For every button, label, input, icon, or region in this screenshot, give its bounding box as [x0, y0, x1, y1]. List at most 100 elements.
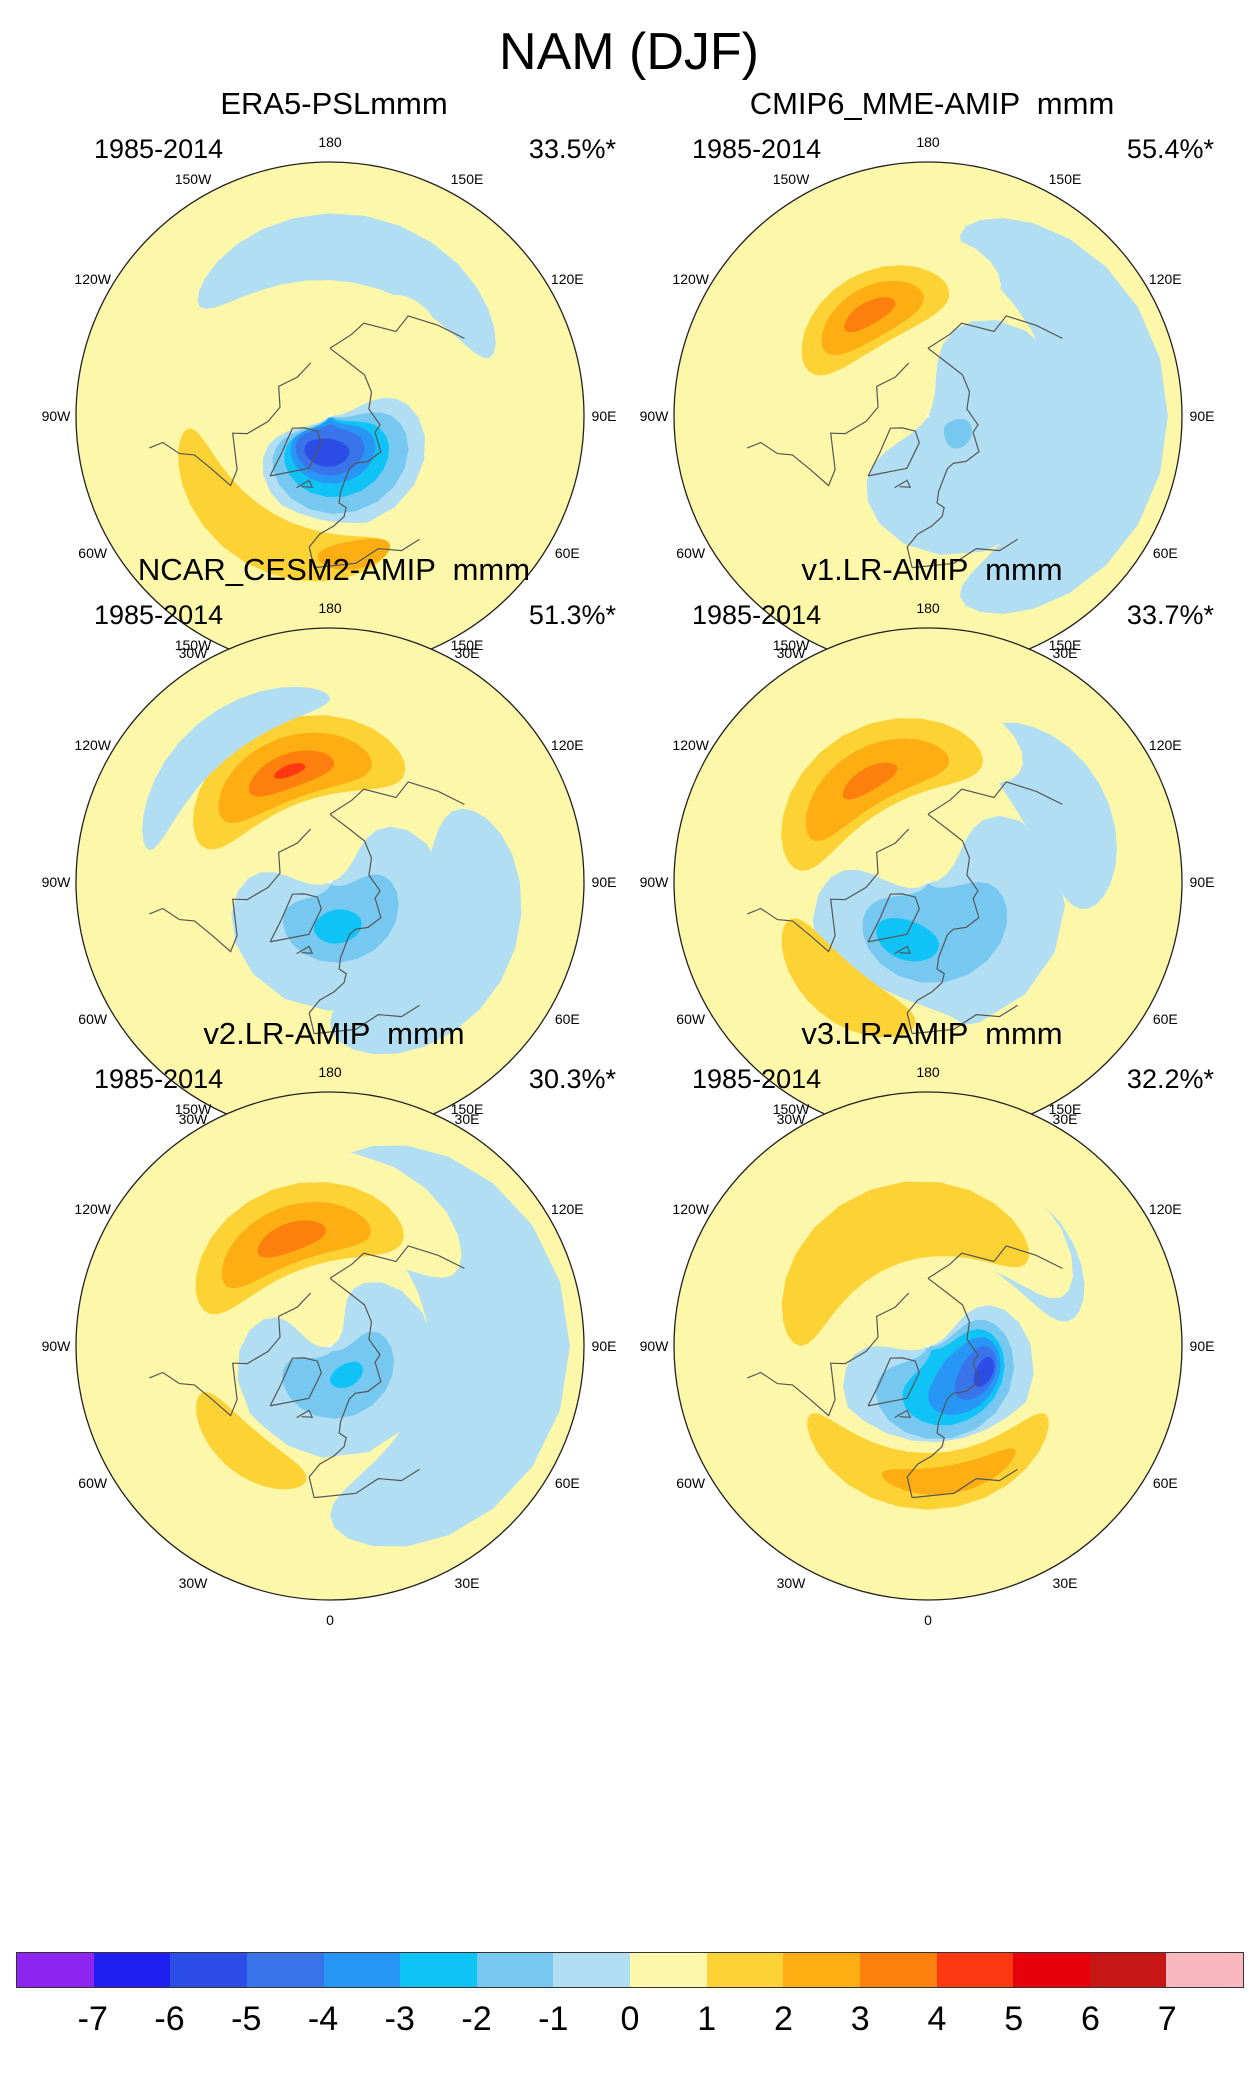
explained-variance: 33.5%* — [528, 134, 616, 164]
colorbar-cell — [246, 1953, 324, 1987]
colorbar-label: -4 — [307, 2000, 339, 2038]
explained-variance: 32.2%* — [1126, 1064, 1214, 1094]
coastline — [894, 479, 912, 489]
coastline — [269, 427, 322, 477]
coastline — [906, 1277, 980, 1498]
north-pole-marker — [926, 880, 930, 884]
coastline — [906, 347, 980, 568]
longitude-label: 90E — [1189, 408, 1215, 424]
contour-region — [866, 320, 1077, 555]
colorbar-cell — [630, 1953, 707, 1987]
coastline — [308, 347, 382, 568]
colorbar-cell — [936, 1953, 1014, 1987]
colorbar — [16, 1952, 1244, 1988]
panel-title: v3.LR-AMIP mmm — [801, 1016, 1063, 1051]
north-pole-marker — [926, 1344, 930, 1348]
contour-region — [317, 538, 391, 570]
longitude-label: 30E — [1052, 1575, 1078, 1592]
longitude-label: 150W — [174, 636, 212, 653]
coastline — [927, 781, 1063, 815]
contour-region — [781, 918, 916, 1038]
colorbar-label: 4 — [927, 2000, 947, 2038]
contour-region — [196, 1392, 307, 1490]
longitude-label: 120W — [74, 1201, 111, 1217]
polar-map — [673, 627, 1183, 1137]
longitude-label: 30E — [1052, 645, 1078, 662]
coastline — [149, 1292, 312, 1417]
map-panel: CMIP6_MME-AMIP mmm 1985-2014 55.4%* 180 150E… — [632, 86, 1232, 698]
longitude-label: 150W — [174, 170, 212, 187]
colorbar-cell — [1089, 1953, 1167, 1987]
panel-title: v2.LR-AMIP mmm — [203, 1016, 465, 1051]
colorbar-labels: -7 -6 -5 -4 -3 -2 -1 0 1 2 3 4 5 6 7 — [0, 2000, 1258, 2050]
longitude-label: 90W — [41, 408, 71, 424]
colorbar-cell — [93, 1953, 171, 1987]
longitude-label: 30E — [454, 1575, 480, 1592]
contour-region — [781, 1181, 1029, 1346]
colorbar-cell — [400, 1953, 477, 1987]
panel-period: 1985-2014 — [692, 1064, 822, 1094]
longitude-label: 30W — [776, 1575, 806, 1592]
colorbar-label: -5 — [231, 2000, 262, 2038]
coastline — [269, 1357, 322, 1407]
longitude-label: 0 — [924, 1612, 932, 1628]
coastline — [867, 893, 920, 943]
panel-period: 1985-2014 — [692, 134, 822, 164]
panel-title: NCAR_CESM2-AMIP mmm — [137, 552, 531, 587]
coastline — [747, 828, 910, 953]
longitude-label: 150E — [450, 170, 484, 187]
colorbar-cell — [170, 1953, 247, 1987]
longitude-label: 150W — [772, 1100, 810, 1117]
longitude-label: 90W — [41, 874, 71, 890]
longitude-label: 180 — [916, 1064, 940, 1080]
longitude-label: 90W — [639, 874, 669, 890]
coastline — [906, 813, 980, 1034]
longitude-label: 120W — [672, 271, 709, 287]
coastline — [314, 1468, 420, 1499]
longitude-label: 60E — [554, 1475, 580, 1491]
contour-region — [142, 686, 330, 851]
coastline — [329, 1245, 465, 1279]
longitude-label: 120E — [1148, 737, 1182, 753]
longitude-label: 180 — [318, 600, 342, 616]
longitude-label: 90E — [591, 408, 617, 424]
longitude-label: 60W — [676, 1475, 706, 1491]
longitude-label: 150E — [1048, 636, 1082, 653]
colorbar-cell — [859, 1953, 937, 1987]
coastline — [296, 1409, 314, 1419]
longitude-label: 60W — [676, 545, 706, 561]
longitude-label: 60E — [1152, 545, 1178, 561]
coastline — [912, 1004, 1018, 1035]
longitude-label: 120E — [550, 737, 584, 753]
longitude-label: 0 — [326, 1612, 334, 1628]
contour-region — [876, 918, 939, 962]
colorbar-label: -6 — [154, 2000, 185, 2038]
coastline — [894, 945, 912, 955]
colorbar-cell — [323, 1953, 401, 1987]
longitude-label: 30W — [178, 1575, 208, 1592]
longitude-label: 120W — [74, 737, 111, 753]
colorbar-label: -1 — [538, 2000, 569, 2038]
coastline — [308, 1277, 382, 1498]
contour-region — [944, 418, 972, 449]
coastline — [296, 945, 314, 955]
longitude-label: 60W — [78, 1011, 108, 1027]
panel-period: 1985-2014 — [94, 600, 224, 630]
contour-region — [959, 218, 1168, 614]
map-panel: v3.LR-AMIP mmm 1985-2014 32.2%* 180 150E 120E… — [632, 1016, 1232, 1628]
north-pole-marker — [926, 414, 930, 418]
coastline — [329, 315, 465, 349]
contour-region — [844, 297, 896, 333]
polar-map — [75, 161, 585, 671]
longitude-label: 90W — [41, 1338, 71, 1354]
coastline — [329, 781, 465, 815]
map-border — [75, 1091, 585, 1601]
panel-title: v1.LR-AMIP mmm — [801, 552, 1063, 587]
coastline — [747, 1292, 910, 1417]
longitude-label: 90W — [639, 408, 669, 424]
longitude-label: 30E — [1052, 1111, 1078, 1128]
longitude-label: 120W — [672, 1201, 709, 1217]
longitude-label: 180 — [318, 134, 342, 150]
colorbar-label: -7 — [77, 2000, 108, 2038]
coastline — [912, 538, 1018, 569]
